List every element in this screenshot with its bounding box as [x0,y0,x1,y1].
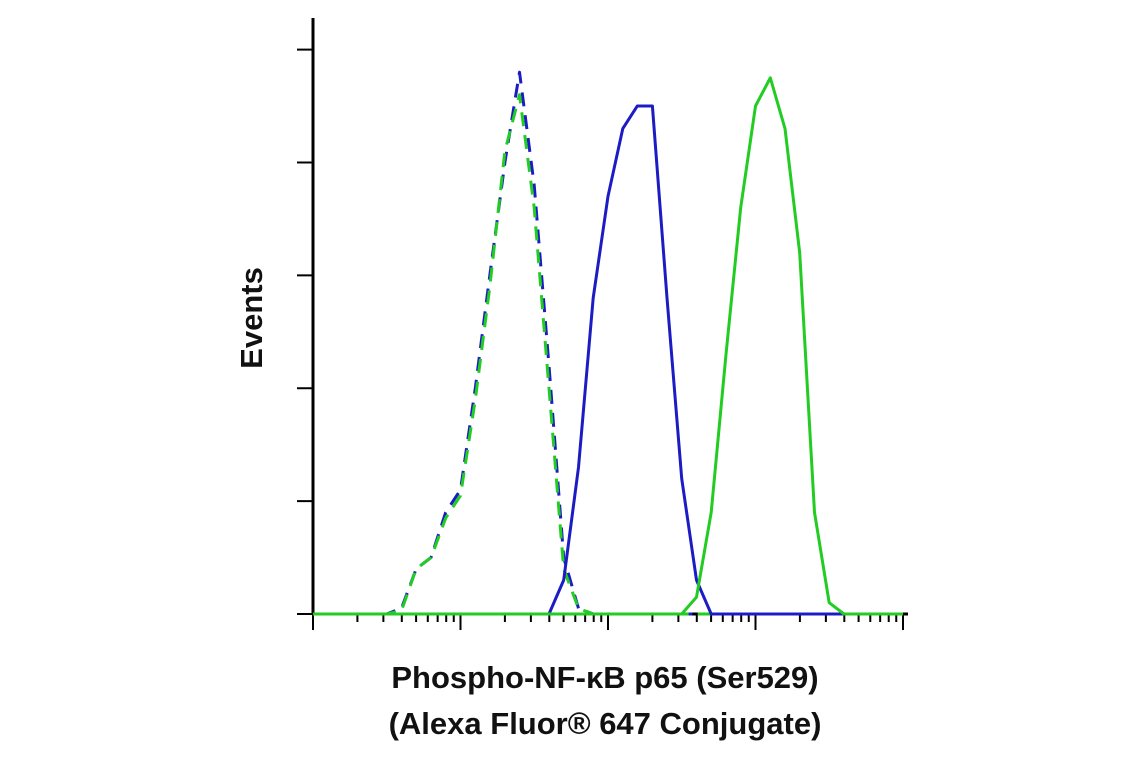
y-axis-title: Events [234,267,269,369]
data-line [313,93,903,616]
data-line [313,70,903,616]
data-line [313,76,903,616]
x-axis-title: (Alexa Fluor® 647 Conjugate) [389,706,822,741]
x-axis-title: Phospho-NF-κB p65 (Ser529) [391,660,818,695]
data-line [313,104,903,616]
